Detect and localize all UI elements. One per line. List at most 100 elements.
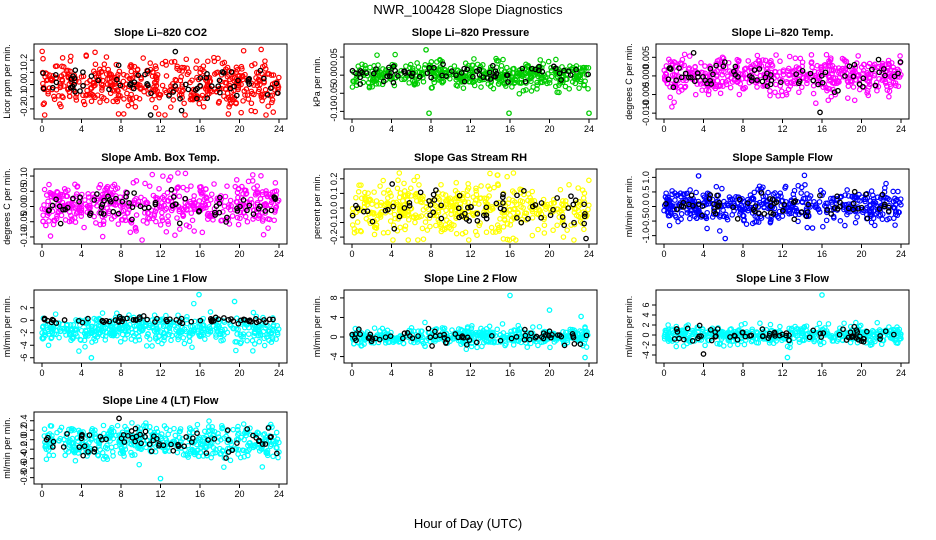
data-point <box>745 58 752 64</box>
data-point <box>809 64 815 71</box>
data-point <box>785 86 792 93</box>
reference-point <box>40 70 46 77</box>
data-point <box>804 224 811 231</box>
data-point <box>439 70 446 77</box>
reference-point <box>215 83 222 90</box>
data-point <box>890 188 896 195</box>
reference-point <box>107 198 114 205</box>
data-point <box>58 73 65 79</box>
data-point <box>262 201 269 207</box>
reference-point <box>872 82 879 89</box>
reference-point <box>386 64 392 71</box>
data-point <box>233 100 239 107</box>
data-point <box>666 222 673 229</box>
data-point <box>551 339 558 345</box>
data-point <box>211 71 218 77</box>
reference-point <box>803 213 810 220</box>
data-point <box>199 66 205 73</box>
data-point <box>713 83 720 90</box>
data-point <box>827 76 834 83</box>
data-point <box>45 198 51 205</box>
reference-point <box>831 205 838 211</box>
data-point <box>369 201 375 207</box>
reference-point <box>585 71 592 78</box>
data-point <box>462 199 468 205</box>
data-point <box>438 181 444 188</box>
data-point <box>490 229 496 235</box>
data-point <box>359 342 365 349</box>
data-point <box>470 194 477 200</box>
data-point <box>184 187 190 193</box>
data-point <box>480 62 486 68</box>
data-point <box>772 89 778 96</box>
reference-point <box>851 61 858 68</box>
data-point <box>263 112 269 118</box>
reference-point <box>817 192 823 199</box>
data-point <box>847 78 854 84</box>
reference-point <box>483 204 490 211</box>
data-point <box>873 202 880 209</box>
x-tick-label: 24 <box>274 368 284 378</box>
data-point <box>476 222 483 229</box>
reference-point <box>203 74 210 81</box>
data-point <box>844 187 850 193</box>
data-point <box>143 323 149 329</box>
panel-3: Slope Li–820 Temp.degrees C per min.0 4 8 1… <box>624 27 910 134</box>
data-point <box>233 177 240 183</box>
data-point <box>801 172 808 179</box>
reference-point <box>791 216 798 223</box>
data-point <box>536 206 542 212</box>
data-point <box>579 329 585 335</box>
reference-point <box>168 186 175 193</box>
data-point <box>384 200 390 206</box>
reference-point <box>430 209 437 216</box>
reference-point <box>369 218 376 225</box>
data-point <box>414 198 420 204</box>
data-point <box>73 97 80 103</box>
y-tick-label: 0 <box>641 332 651 337</box>
data-point <box>840 67 847 74</box>
data-point <box>810 82 817 89</box>
reference-point <box>380 78 387 85</box>
reference-point <box>538 200 545 206</box>
reference-point <box>85 315 91 322</box>
data-point <box>499 321 506 327</box>
reference-point <box>570 201 577 208</box>
reference-point <box>453 72 459 79</box>
data-point <box>581 82 587 89</box>
data-point <box>231 75 238 81</box>
data-point <box>51 96 58 103</box>
data-point <box>149 171 156 178</box>
data-point <box>121 96 127 102</box>
data-point <box>204 88 211 94</box>
data-point <box>97 181 104 188</box>
reference-point <box>363 70 370 76</box>
x-tick-label: 12 <box>777 124 787 134</box>
data-point <box>678 211 685 217</box>
reference-point <box>673 206 680 213</box>
reference-point <box>455 205 462 212</box>
x-tick-label: 0 <box>349 368 354 378</box>
data-point <box>474 61 481 68</box>
data-point <box>146 215 153 222</box>
data-point <box>250 348 256 354</box>
data-point <box>678 216 684 222</box>
data-point <box>729 197 736 203</box>
data-point <box>508 217 515 224</box>
reference-point <box>483 212 490 219</box>
y-tick-label: 0.00 <box>329 66 339 84</box>
data-point <box>374 52 380 58</box>
reference-point <box>382 207 389 214</box>
data-point <box>564 76 570 83</box>
data-point <box>552 83 559 90</box>
reference-point <box>505 79 511 85</box>
data-point <box>155 111 162 118</box>
reference-point <box>373 66 379 72</box>
data-point <box>408 325 415 331</box>
data-point <box>236 72 243 79</box>
data-point <box>433 212 440 219</box>
reference-point <box>152 199 159 206</box>
data-point <box>137 324 143 331</box>
data-point <box>257 196 264 202</box>
